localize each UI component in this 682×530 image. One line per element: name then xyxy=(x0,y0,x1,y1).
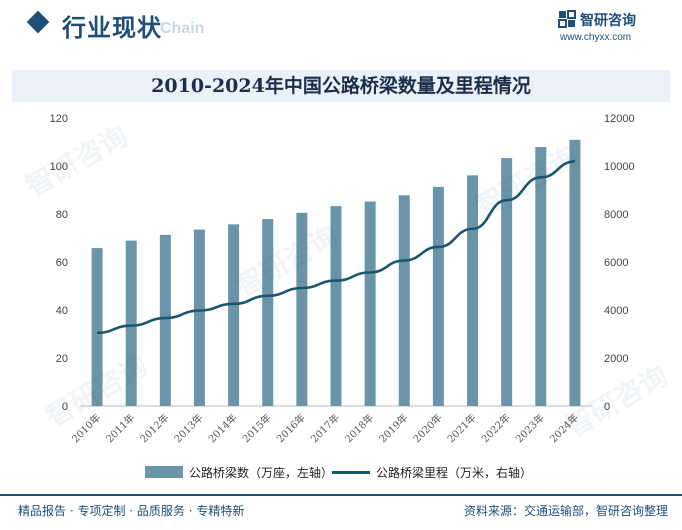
bar xyxy=(193,229,205,406)
y-left-tick-label: 80 xyxy=(56,209,68,221)
brand-url[interactable]: www.chyxx.com xyxy=(560,32,632,43)
x-tick-label: 2016年 xyxy=(274,411,308,445)
footer-source: 资料来源：交通运输部，智研咨询整理 xyxy=(463,504,668,518)
y-left-tick-label: 100 xyxy=(50,161,68,173)
bar xyxy=(125,240,137,406)
y-right-tick-label: 10000 xyxy=(604,161,635,173)
bar xyxy=(296,212,308,406)
x-tick-label: 2013年 xyxy=(171,411,205,445)
x-tick-label: 2018年 xyxy=(342,411,376,445)
x-tick-label: 2021年 xyxy=(444,411,478,445)
y-right-tick-label: 8000 xyxy=(604,209,628,221)
bar xyxy=(228,224,240,406)
brand-name: 智研咨询 xyxy=(580,13,636,29)
chart-title-bar: 2010-2024年中国公路桥梁数量及里程情况 xyxy=(12,70,670,102)
legend-label: 公路桥梁数（万座，左轴） xyxy=(189,465,334,480)
x-tick-label: 2024年 xyxy=(547,411,581,445)
y-left-tick-label: 60 xyxy=(56,257,68,269)
y-left-tick-label: 0 xyxy=(62,401,68,413)
bar xyxy=(501,158,513,406)
legend-label: 公路桥梁里程（万米，右轴） xyxy=(376,465,533,480)
x-tick-label: 2020年 xyxy=(410,411,444,445)
footer-slogan: 精品报告 · 专项定制 · 品质服务 · 专精特新 xyxy=(18,504,245,518)
legend-swatch-bar xyxy=(145,466,183,478)
legend-swatch-line xyxy=(332,470,370,474)
y-left-tick-label: 20 xyxy=(56,353,68,365)
bar xyxy=(330,206,342,406)
brand-logo-icon xyxy=(558,10,576,28)
bar xyxy=(535,147,547,406)
bar xyxy=(467,175,479,406)
y-right-tick-label: 0 xyxy=(604,401,610,413)
bar xyxy=(91,248,103,406)
x-tick-label: 2023年 xyxy=(513,411,547,445)
bar xyxy=(569,139,581,406)
y-right-tick-label: 6000 xyxy=(604,257,628,269)
x-tick-label: 2011年 xyxy=(103,411,137,445)
header-watermark: Chain xyxy=(160,20,205,37)
brand-logo[interactable]: 智研咨询 www.chyxx.com xyxy=(558,10,668,50)
bar xyxy=(159,234,171,406)
x-tick-label: 2010年 xyxy=(69,411,103,445)
legend-item-bridges-length: 公路桥梁里程（万米，右轴） xyxy=(332,462,532,482)
y-right-tick-label: 4000 xyxy=(604,305,628,317)
x-tick-label: 2014年 xyxy=(205,411,239,445)
legend: 公路桥梁数（万座，左轴） 公路桥梁里程（万米，右轴） xyxy=(0,462,682,482)
y-right-tick-label: 2000 xyxy=(604,353,628,365)
bar-line-chart: 0 20 40 60 80 100 120 0 2000 4000 6000 8000 10000 120… xyxy=(50,113,635,445)
y-left-tick-label: 40 xyxy=(56,305,68,317)
x-tick-label: 2017年 xyxy=(308,411,342,445)
section-title: 行业现状 xyxy=(62,14,162,42)
y-right-tick-label: 12000 xyxy=(604,113,635,125)
x-tick-label: 2019年 xyxy=(376,411,410,445)
x-tick-label: 2012年 xyxy=(137,411,171,445)
y-left-tick-label: 120 xyxy=(50,113,68,125)
x-tick-label: 2015年 xyxy=(240,411,274,445)
bar xyxy=(262,219,274,406)
legend-item-bridges-count: 公路桥梁数（万座，左轴） xyxy=(145,462,333,482)
footer-divider xyxy=(0,494,682,496)
chart-title: 2010-2024年中国公路桥梁数量及里程情况 xyxy=(151,75,531,97)
bar xyxy=(398,195,410,406)
header: 行业现状 Chain 智研咨询 www.chyxx.com xyxy=(0,0,682,48)
bar xyxy=(432,186,444,406)
diamond-icon xyxy=(26,10,50,34)
x-tick-label: 2022年 xyxy=(479,411,513,445)
bar xyxy=(364,201,376,406)
